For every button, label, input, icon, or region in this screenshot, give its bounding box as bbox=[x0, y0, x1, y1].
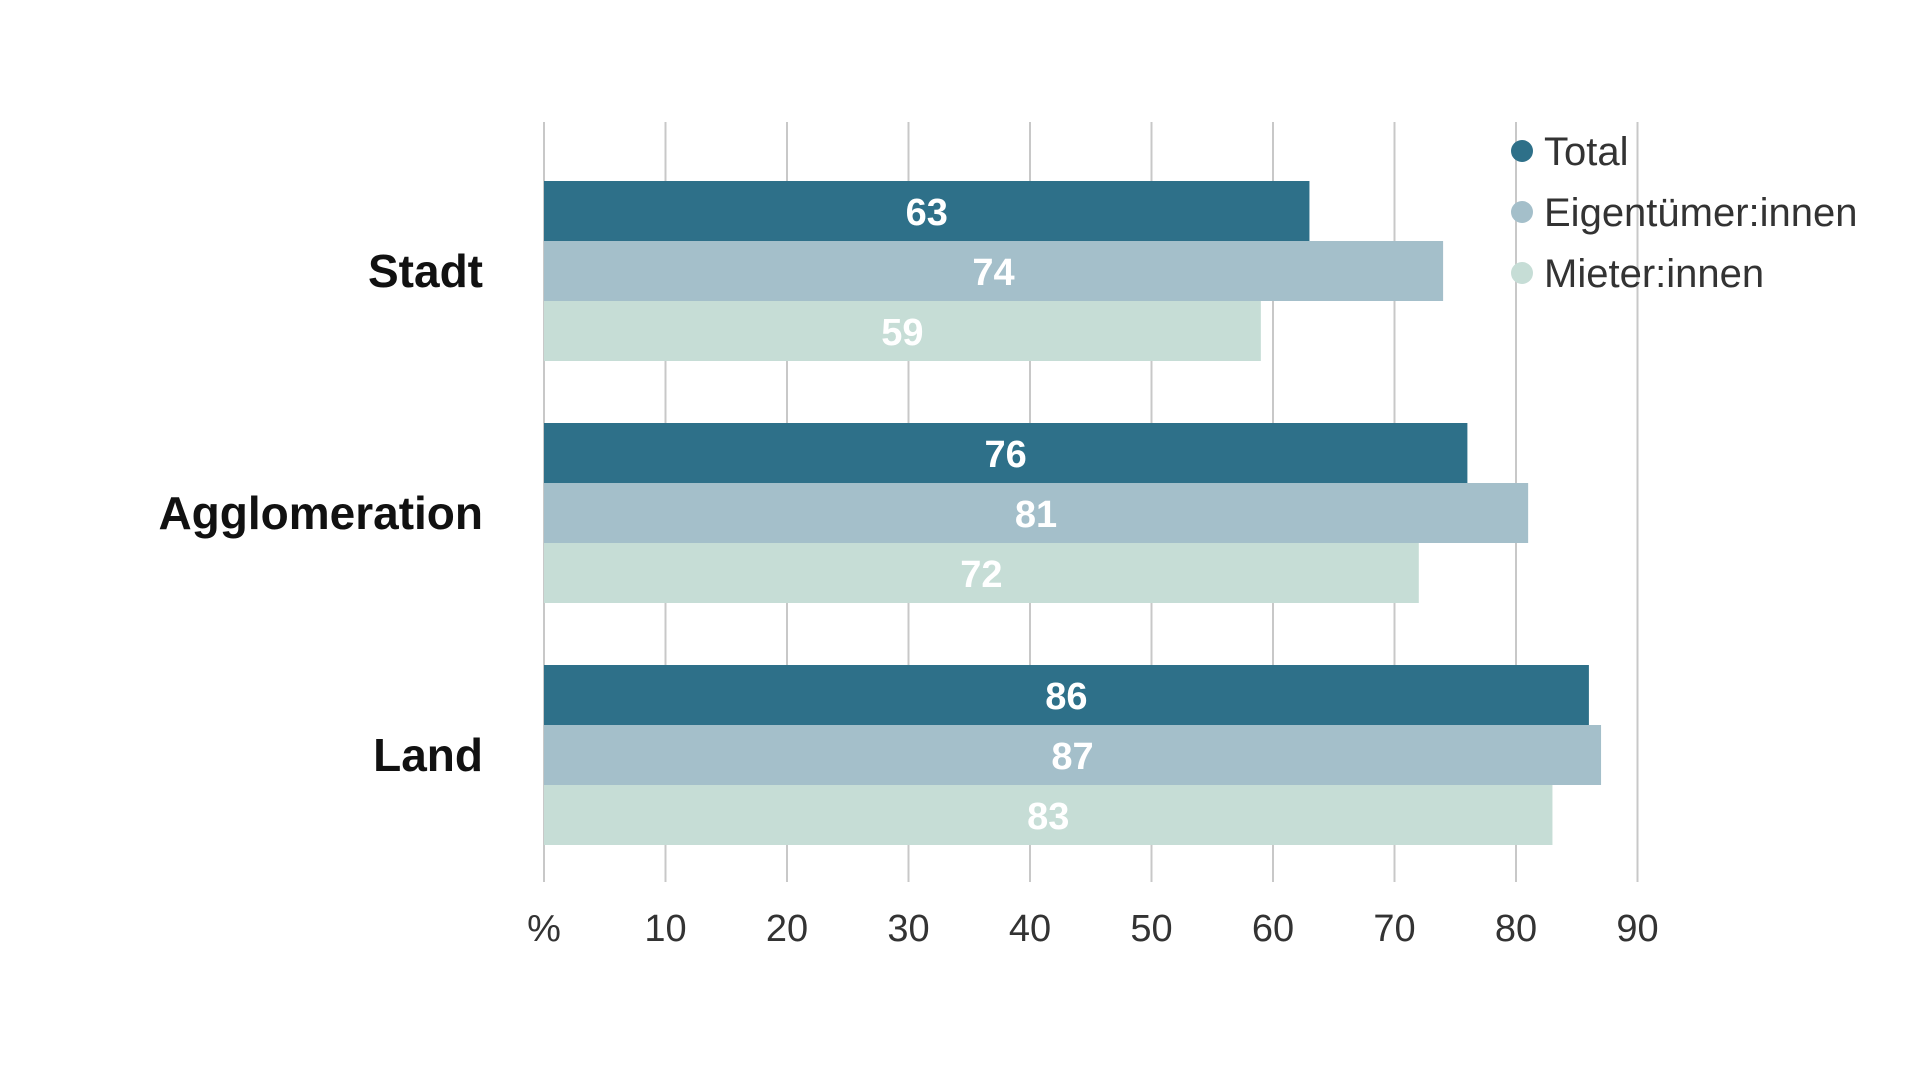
data-label: 83 bbox=[1027, 796, 1069, 838]
legend-label: Eigentümer:innen bbox=[1544, 191, 1858, 235]
legend-label: Mieter:innen bbox=[1544, 252, 1764, 296]
bar bbox=[544, 423, 1468, 483]
bar bbox=[544, 181, 1310, 241]
bar bbox=[544, 665, 1589, 725]
legend-marker bbox=[1511, 201, 1533, 223]
tick-label: 40 bbox=[1009, 908, 1051, 950]
category-label: Agglomeration bbox=[158, 487, 483, 539]
category-label: Stadt bbox=[368, 245, 483, 297]
tick-label: 20 bbox=[766, 908, 808, 950]
bar bbox=[544, 483, 1529, 543]
data-label: 86 bbox=[1045, 676, 1087, 718]
legend-label: Total bbox=[1544, 130, 1629, 174]
data-label: 63 bbox=[906, 192, 948, 234]
tick-label: 30 bbox=[887, 908, 929, 950]
data-label: 76 bbox=[985, 434, 1027, 476]
bars bbox=[544, 181, 1602, 845]
tick-label: 10 bbox=[644, 908, 686, 950]
tick-label: % bbox=[527, 908, 561, 950]
x-axis-ticks: % 10 20 30 40 50 60 70 80 90 bbox=[527, 908, 1659, 950]
tick-label: 50 bbox=[1130, 908, 1172, 950]
legend-marker bbox=[1511, 140, 1533, 162]
data-label: 81 bbox=[1015, 494, 1057, 536]
tick-label: 70 bbox=[1373, 908, 1415, 950]
legend: Total Eigentümer:innen Mieter:innen bbox=[1511, 130, 1858, 296]
tick-label: 80 bbox=[1495, 908, 1537, 950]
legend-marker bbox=[1511, 262, 1533, 284]
tick-label: 60 bbox=[1252, 908, 1294, 950]
bar bbox=[544, 301, 1261, 361]
category-labels: Stadt Agglomeration Land bbox=[158, 245, 483, 781]
data-label: 59 bbox=[881, 312, 923, 354]
bar bbox=[544, 543, 1419, 603]
category-label: Land bbox=[373, 729, 483, 781]
bar bbox=[544, 241, 1444, 301]
tick-label: 90 bbox=[1616, 908, 1658, 950]
bar bbox=[544, 725, 1602, 785]
bar bbox=[544, 785, 1553, 845]
data-label: 74 bbox=[972, 252, 1014, 294]
data-label: 72 bbox=[960, 554, 1002, 596]
data-label: 87 bbox=[1051, 736, 1093, 778]
data-labels: 63 74 59 76 81 72 86 87 83 bbox=[881, 192, 1093, 838]
